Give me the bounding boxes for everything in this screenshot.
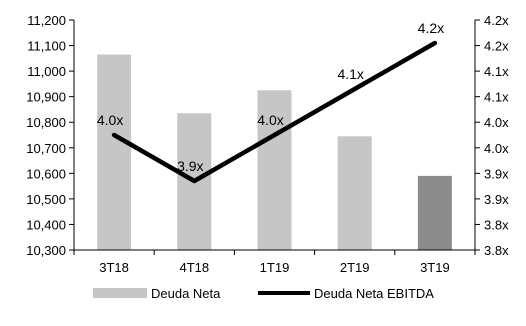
ebitda-data-label: 4.2x [418,20,444,36]
ebitda-data-label: 4.0x [257,112,283,128]
x-tick-label: 3T19 [420,260,450,275]
right-tick-label: 3.8x [484,243,509,258]
line-layer [111,40,438,184]
left-tick-label: 11,200 [27,13,66,28]
legend-label-deuda-neta-ebitda: Deuda Neta EBITDA [314,286,434,301]
ebitda-data-label: 4.1x [337,66,363,82]
x-tick-label: 2T19 [340,260,370,275]
left-tick-label: 10,600 [26,166,66,181]
bar-3t18 [97,54,132,250]
bars-layer [97,54,452,251]
right-tick-label: 3.9x [484,192,509,207]
right-tick-label: 4.0x [484,115,509,130]
right-tick-label: 4.0x [484,141,509,156]
x-tick-label: 1T19 [260,260,290,275]
x-tick-label: 3T18 [99,260,129,275]
left-tick-label: 10,500 [26,192,66,207]
right-tick-label: 3.9x [484,166,509,181]
right-tick-label: 4.1x [484,64,509,79]
right-tick-label: 4.1x [484,90,509,105]
bar-3t19 [417,175,452,250]
legend-swatch-deuda-neta [93,288,147,298]
left-tick-label: 10,400 [26,217,66,232]
legend-label-deuda-neta: Deuda Neta [151,286,221,301]
left-tick-label: 11,100 [27,39,66,54]
left-tick-label: 10,900 [26,90,66,105]
left-tick-label: 11,000 [27,64,66,79]
ebitda-line [111,40,438,184]
bar-2t19 [337,136,372,250]
x-tick-label: 4T18 [179,260,209,275]
right-tick-label: 4.2x [484,39,509,54]
right-tick-label: 3.8x [484,217,509,232]
ebitda-data-label: 4.0x [97,112,123,128]
ebitda-data-label: 3.9x [177,158,203,174]
left-tick-label: 10,300 [26,243,66,258]
legend: Deuda Neta Deuda Neta EBITDA [93,286,434,301]
left-tick-label: 10,800 [26,115,66,130]
axes-layer: 10,300 10,400 10,500 10,600 10,700 10,800 10,9… [26,13,509,275]
bar-1t19 [257,90,292,251]
left-tick-label: 10,700 [26,141,66,156]
labels-layer: 4.0x 3.9x 4.0x 4.1x 4.2x [97,20,444,174]
right-tick-label: 4.2x [484,13,509,28]
